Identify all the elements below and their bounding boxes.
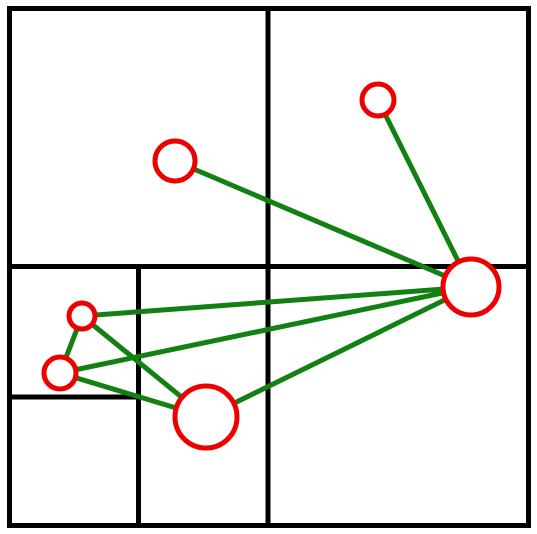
edge-upper-middle-to-hub: [174, 158, 472, 290]
nodes: [41, 81, 502, 451]
bottom-center-node: [172, 383, 240, 451]
edge-left-upper-to-hub: [81, 284, 472, 319]
upper-middle-node: [152, 138, 198, 184]
left-upper-node: [66, 300, 98, 332]
grid: [7, 6, 531, 528]
edge-left-lower-to-hub: [59, 284, 472, 376]
edge-top-right-to-hub: [375, 98, 474, 289]
left-lower-node: [41, 354, 79, 392]
hub-node: [440, 256, 502, 318]
edge-bottom-center-to-hub: [204, 284, 473, 420]
top-right-node: [359, 81, 397, 119]
